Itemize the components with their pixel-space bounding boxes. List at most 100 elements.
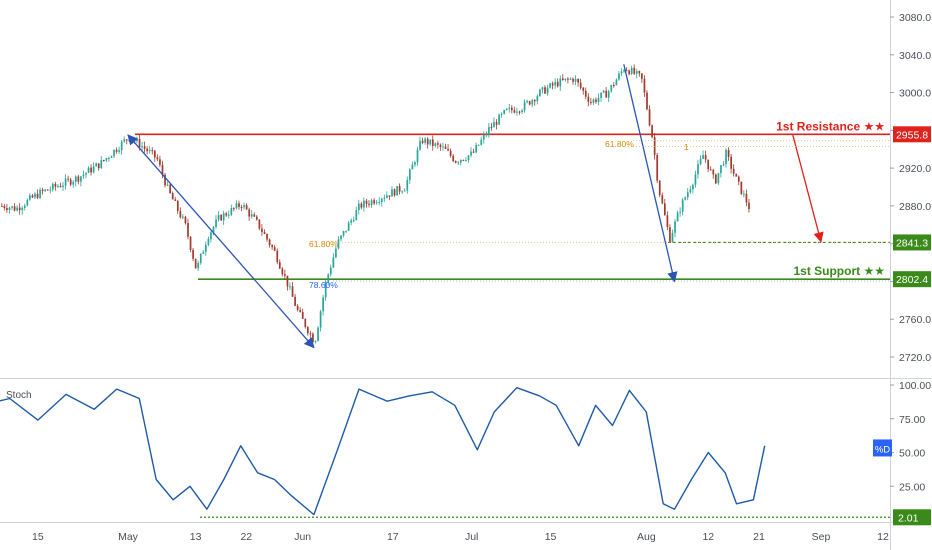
candle-body [100,159,103,169]
candle-body [730,156,732,169]
candle-body [350,220,353,223]
candle-body [87,167,90,173]
candle-body [444,146,447,149]
candle-body [49,189,52,191]
candle-body [327,274,330,282]
candle-body [426,138,429,145]
stoch-series-badge-label: %D [875,444,890,455]
candle-body [480,139,483,145]
candle-body [396,186,398,196]
stoch-tick-label: 50.00 [899,448,925,460]
candle-body [434,143,437,146]
candle-body [704,154,707,160]
candle-body [429,139,432,145]
candle-body [233,207,235,209]
candle-body [391,189,393,197]
candle-body [72,181,75,185]
candle-body [567,78,569,80]
candle-body [312,333,314,343]
candle-body [618,73,620,80]
candle-body [202,251,205,254]
candle-body [227,214,230,216]
candle-body [554,81,557,86]
candle-body [92,166,95,173]
candle-body [26,199,29,206]
candle-body [521,110,523,112]
candle-body [54,183,57,187]
candle-body [329,267,332,275]
candle-body [52,183,54,190]
candle-body [610,85,613,92]
time-tick-label: 21 [753,531,765,543]
candle-body [347,222,350,231]
candle-body [398,186,401,192]
candle-body [431,139,434,146]
candle-body [625,70,628,72]
candle-body [633,67,636,74]
candle-body [197,262,200,269]
candle-body [16,207,18,211]
candle-body [171,193,174,200]
candle-body [253,214,256,217]
candle-body [513,110,516,113]
candle-body [3,205,6,209]
candle-body [77,176,80,182]
candle-body [656,154,659,181]
candle-body [676,212,679,222]
candle-body [421,140,424,143]
candle-body [128,140,131,142]
time-tick-label: 22 [240,531,252,543]
candle-body [424,138,426,143]
time-axis[interactable]: 15 May 13 22 Jun 17 Jul 15 Aug 12 21 Sep 12 [32,531,889,543]
candle-body [284,274,286,276]
candle-body [457,162,460,164]
candle-body [383,197,386,199]
candle-body [579,82,582,88]
candle-body [518,111,521,113]
candle-body [409,169,411,180]
candle-body [166,184,169,186]
candle-body [605,90,608,98]
candle-body [500,113,503,115]
candle-body [238,203,240,207]
time-tick-label: Aug [637,531,656,543]
price-level-badge [893,271,931,288]
stoch-tick-label: 100.00 [899,380,931,392]
candle-body [355,210,358,221]
candle-body [490,127,493,129]
candle-body [373,200,375,204]
candle-body [694,174,697,185]
candle-body [666,215,669,228]
price-level-badge-label: 2841.3 [896,237,928,249]
candle-body [74,176,77,182]
fib-annotations: 61.80% 61.80% 78.60% 1 [309,139,890,290]
candle-body [271,245,273,248]
candle-body [363,200,365,208]
candle-body [250,214,253,217]
price-axis[interactable]: 2720.02760.02800.02840.02880.02920.02960… [873,12,931,526]
candle-body [493,122,495,128]
candle-body [123,139,126,142]
candle-body [13,206,16,211]
candle-body [472,151,475,153]
candle-body [401,191,404,193]
candle-body [467,155,470,160]
candle-body [452,155,455,162]
candle-body [187,223,189,237]
candle-body [699,158,702,165]
candle-body [39,189,41,198]
candle-body [393,189,396,196]
candle-body [85,172,87,175]
candle-body [544,87,546,94]
candle-body [595,99,597,102]
candle-body [95,163,98,167]
price-tick-label: 2720.0 [899,352,931,364]
price-tick-label: 3080.0 [899,12,931,24]
stoch-label: Stoch [6,390,32,401]
candle-body [664,203,666,216]
candle-body [641,73,643,79]
candle-body [587,96,590,102]
candle-body [740,181,743,195]
candle-body [179,210,182,218]
candle-body [562,78,564,80]
